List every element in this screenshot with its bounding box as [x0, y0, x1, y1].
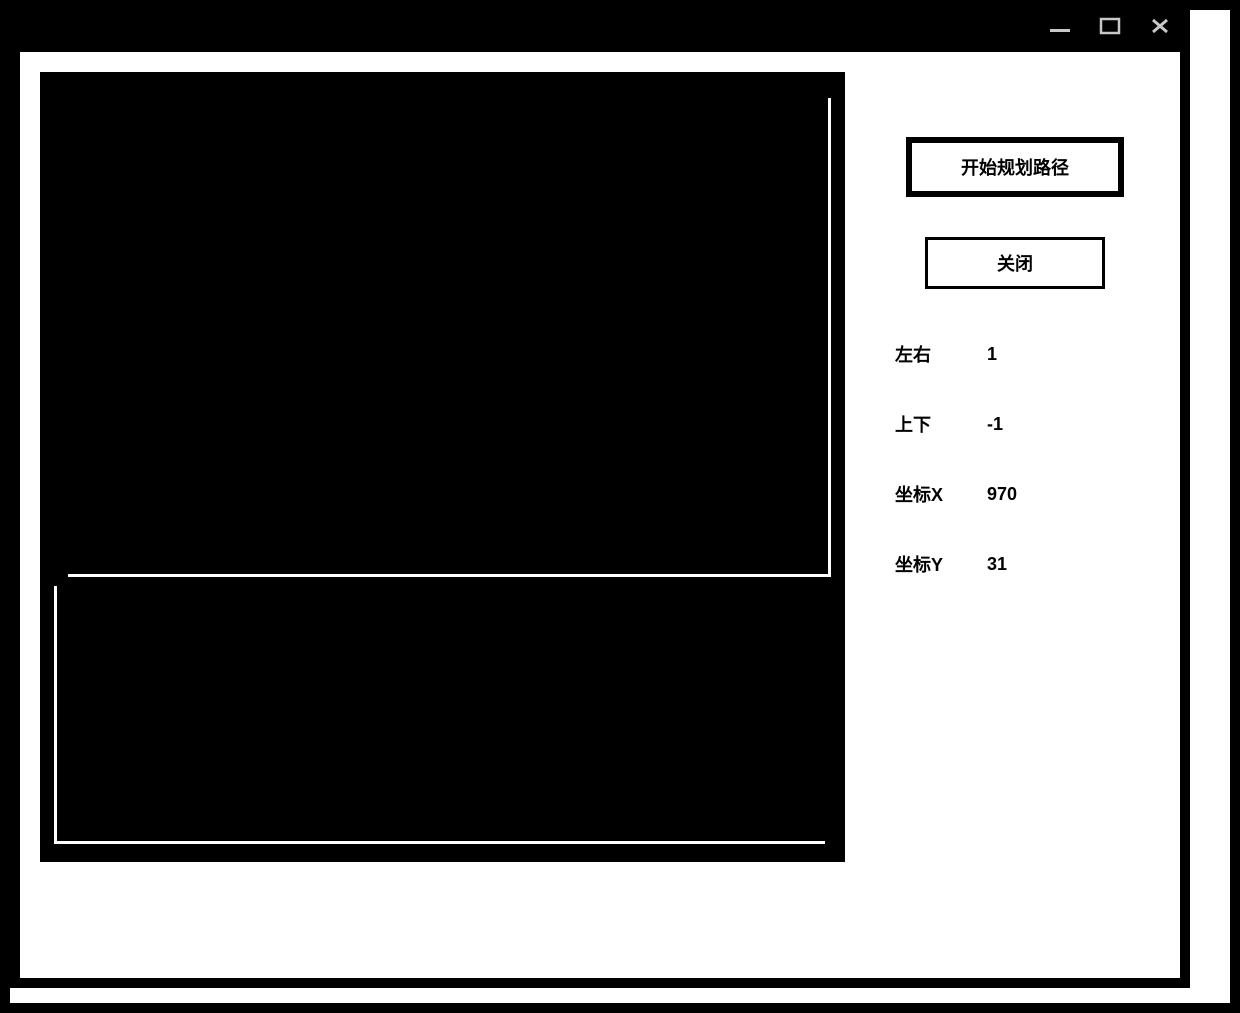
path-viewport[interactable] — [40, 72, 845, 862]
readouts: 左右 1 上下 -1 坐标X 970 坐标Y 31 — [865, 319, 1165, 599]
maximize-icon — [1098, 17, 1122, 35]
readout-value-left-right: 1 — [973, 344, 997, 365]
readout-value-coord-y: 31 — [973, 554, 1007, 575]
titlebar — [10, 10, 1190, 52]
path-segment-upper-bottom — [68, 574, 831, 577]
close-panel-button[interactable]: 关闭 — [925, 237, 1105, 289]
client-area: 开始规划路径 关闭 左右 1 上下 -1 坐标X 970 — [20, 52, 1180, 978]
readout-label-coord-x: 坐标X — [895, 481, 973, 507]
path-segment-lower-left — [54, 586, 57, 842]
maximize-button[interactable] — [1088, 14, 1132, 38]
readout-row-left-right: 左右 1 — [895, 319, 1165, 389]
path-segment-lower-bottom — [54, 841, 825, 844]
readout-row-coord-y: 坐标Y 31 — [895, 529, 1165, 599]
readout-label-left-right: 左右 — [895, 341, 973, 367]
controls-panel: 开始规划路径 关闭 左右 1 上下 -1 坐标X 970 — [865, 72, 1165, 599]
app-window: 开始规划路径 关闭 左右 1 上下 -1 坐标X 970 — [10, 10, 1190, 988]
path-segment-upper-right — [828, 98, 831, 576]
minimize-icon — [1048, 19, 1072, 33]
start-plan-path-button[interactable]: 开始规划路径 — [906, 137, 1124, 197]
readout-label-up-down: 上下 — [895, 411, 973, 437]
readout-row-coord-x: 坐标X 970 — [895, 459, 1165, 529]
readout-value-up-down: -1 — [973, 414, 1003, 435]
readout-value-coord-x: 970 — [973, 484, 1017, 505]
readout-label-coord-y: 坐标Y — [895, 551, 973, 577]
close-icon — [1150, 17, 1170, 35]
minimize-button[interactable] — [1038, 14, 1082, 38]
readout-row-up-down: 上下 -1 — [895, 389, 1165, 459]
app-outer-frame: 开始规划路径 关闭 左右 1 上下 -1 坐标X 970 — [0, 0, 1240, 1013]
close-button[interactable] — [1138, 14, 1182, 38]
